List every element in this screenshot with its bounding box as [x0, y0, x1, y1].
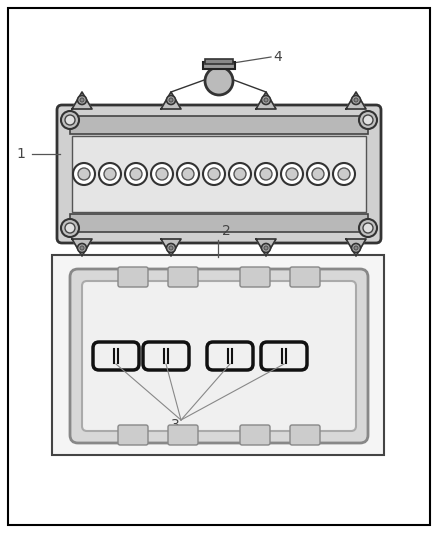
Circle shape	[169, 246, 173, 250]
Bar	[163, 349, 169, 363]
Bar	[205, 59, 233, 64]
Polygon shape	[161, 239, 181, 256]
Circle shape	[65, 223, 75, 233]
Circle shape	[359, 219, 377, 237]
Circle shape	[65, 115, 75, 125]
Circle shape	[80, 246, 84, 250]
Circle shape	[260, 168, 272, 180]
Circle shape	[352, 244, 360, 253]
Circle shape	[261, 244, 271, 253]
Text: 3: 3	[171, 418, 180, 432]
Circle shape	[182, 168, 194, 180]
Bar	[72, 136, 366, 212]
Polygon shape	[161, 92, 181, 109]
Circle shape	[61, 219, 79, 237]
Circle shape	[151, 163, 173, 185]
Circle shape	[333, 163, 355, 185]
Circle shape	[203, 163, 225, 185]
Circle shape	[264, 98, 268, 102]
Bar	[70, 214, 368, 232]
FancyBboxPatch shape	[93, 342, 139, 370]
Bar	[70, 116, 368, 134]
FancyBboxPatch shape	[290, 267, 320, 287]
Bar	[113, 349, 119, 363]
FancyBboxPatch shape	[261, 342, 307, 370]
Circle shape	[234, 168, 246, 180]
FancyBboxPatch shape	[118, 267, 148, 287]
FancyBboxPatch shape	[118, 425, 148, 445]
Circle shape	[363, 115, 373, 125]
FancyBboxPatch shape	[240, 425, 270, 445]
Circle shape	[166, 244, 176, 253]
Polygon shape	[72, 239, 92, 256]
Circle shape	[104, 168, 116, 180]
Bar	[281, 349, 287, 363]
Text: 4: 4	[273, 50, 282, 64]
Circle shape	[169, 98, 173, 102]
Bar	[227, 349, 233, 363]
FancyBboxPatch shape	[82, 281, 356, 431]
Circle shape	[261, 95, 271, 104]
Circle shape	[352, 95, 360, 104]
Polygon shape	[256, 239, 276, 256]
FancyBboxPatch shape	[168, 267, 198, 287]
Circle shape	[281, 163, 303, 185]
FancyBboxPatch shape	[240, 267, 270, 287]
Circle shape	[156, 168, 168, 180]
Circle shape	[80, 98, 84, 102]
Polygon shape	[72, 92, 92, 109]
FancyBboxPatch shape	[168, 425, 198, 445]
Circle shape	[177, 163, 199, 185]
Circle shape	[363, 223, 373, 233]
Circle shape	[78, 244, 86, 253]
Circle shape	[264, 246, 268, 250]
Circle shape	[166, 95, 176, 104]
Circle shape	[286, 168, 298, 180]
Text: 1: 1	[16, 147, 25, 161]
Circle shape	[205, 67, 233, 95]
Circle shape	[78, 168, 90, 180]
Text: 2: 2	[222, 224, 231, 238]
Bar	[203, 62, 235, 69]
Circle shape	[229, 163, 251, 185]
Circle shape	[359, 111, 377, 129]
Polygon shape	[256, 92, 276, 109]
FancyBboxPatch shape	[57, 105, 381, 243]
Circle shape	[73, 163, 95, 185]
FancyBboxPatch shape	[70, 269, 368, 443]
Polygon shape	[346, 92, 366, 109]
FancyBboxPatch shape	[143, 342, 189, 370]
Circle shape	[354, 98, 358, 102]
Bar	[52, 255, 384, 455]
Circle shape	[208, 168, 220, 180]
Circle shape	[307, 163, 329, 185]
Circle shape	[99, 163, 121, 185]
Circle shape	[78, 95, 86, 104]
Circle shape	[125, 163, 147, 185]
FancyBboxPatch shape	[207, 342, 253, 370]
Circle shape	[354, 246, 358, 250]
Circle shape	[338, 168, 350, 180]
Circle shape	[312, 168, 324, 180]
Circle shape	[61, 111, 79, 129]
FancyBboxPatch shape	[290, 425, 320, 445]
Circle shape	[255, 163, 277, 185]
Polygon shape	[346, 239, 366, 256]
Circle shape	[130, 168, 142, 180]
